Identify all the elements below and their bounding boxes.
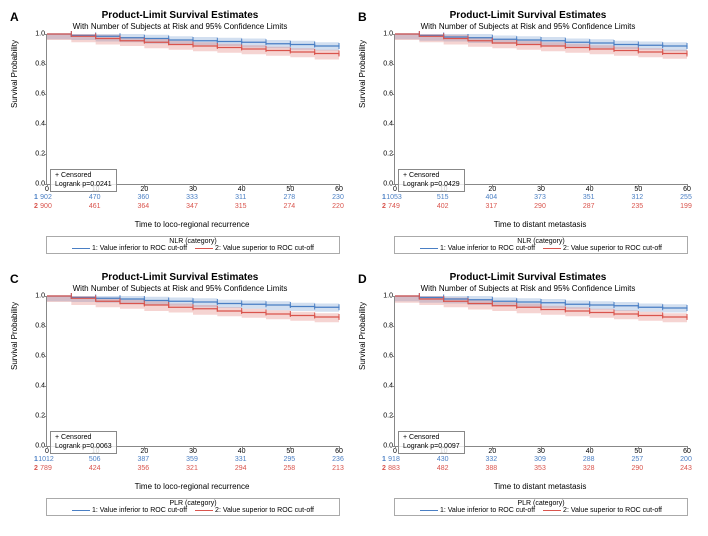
censored-label: + Censored (55, 172, 112, 180)
legend-title: NLR (category) (395, 238, 687, 245)
x-axis-label: Time to loco-regional recurrence (46, 482, 338, 491)
panel-label: D (358, 272, 367, 286)
panel-label: B (358, 10, 367, 24)
y-axis-label: Survival Probability (10, 302, 19, 370)
chart-subtitle: With Number of Subjects at Risk and 95% … (356, 284, 700, 293)
legend-item-1: 1: Value inferior to ROC cut-off (72, 507, 187, 514)
chart-title: Product-Limit Survival Estimates (356, 10, 700, 21)
logrank-value: Logrank p=0.0241 (55, 181, 112, 189)
legend: PLR (category) 1: Value inferior to ROC … (394, 498, 688, 516)
chart-title: Product-Limit Survival Estimates (8, 10, 352, 21)
stats-box: + Censored Logrank p=0.0429 (398, 169, 465, 192)
legend-item-2: 2: Value superior to ROC cut-off (543, 507, 662, 514)
chart-subtitle: With Number of Subjects at Risk and 95% … (8, 22, 352, 31)
plot-area: 0.00.20.40.60.81.00102030405060 (46, 34, 339, 185)
panel-a: A Product-Limit Survival Estimates With … (8, 8, 352, 266)
chart-subtitle: With Number of Subjects at Risk and 95% … (356, 22, 700, 31)
legend-title: NLR (category) (47, 238, 339, 245)
plot-area: 0.00.20.40.60.81.00102030405060 (394, 296, 687, 447)
legend-title: PLR (category) (47, 500, 339, 507)
censored-label: + Censored (403, 172, 460, 180)
legend-title: PLR (category) (395, 500, 687, 507)
chart-title: Product-Limit Survival Estimates (356, 272, 700, 283)
x-axis-label: Time to distant metastasis (394, 482, 686, 491)
legend-item-1: 1: Value inferior to ROC cut-off (420, 245, 535, 252)
legend-item-1: 1: Value inferior to ROC cut-off (420, 507, 535, 514)
panel-d: D Product-Limit Survival Estimates With … (356, 270, 700, 528)
chart-subtitle: With Number of Subjects at Risk and 95% … (8, 284, 352, 293)
logrank-value: Logrank p=0.0429 (403, 181, 460, 189)
stats-box: + Censored Logrank p=0.0097 (398, 431, 465, 454)
logrank-value: Logrank p=0.0063 (55, 443, 112, 451)
censored-label: + Censored (403, 434, 460, 442)
survival-svg (395, 296, 687, 446)
plot-area: 0.00.20.40.60.81.00102030405060 (46, 296, 339, 447)
legend: NLR (category) 1: Value inferior to ROC … (46, 236, 340, 254)
chart-title: Product-Limit Survival Estimates (8, 272, 352, 283)
logrank-value: Logrank p=0.0097 (403, 443, 460, 451)
panel-b: B Product-Limit Survival Estimates With … (356, 8, 700, 266)
y-axis-label: Survival Probability (358, 302, 367, 370)
chart-grid: A Product-Limit Survival Estimates With … (8, 8, 700, 528)
legend-item-2: 2: Value superior to ROC cut-off (195, 507, 314, 514)
legend: PLR (category) 1: Value inferior to ROC … (46, 498, 340, 516)
stats-box: + Censored Logrank p=0.0063 (50, 431, 117, 454)
x-axis-label: Time to loco-regional recurrence (46, 220, 338, 229)
y-axis-label: Survival Probability (358, 40, 367, 108)
panel-label: C (10, 272, 19, 286)
panel-c: C Product-Limit Survival Estimates With … (8, 270, 352, 528)
plot-area: 0.00.20.40.60.81.00102030405060 (394, 34, 687, 185)
x-axis-label: Time to distant metastasis (394, 220, 686, 229)
survival-svg (395, 34, 687, 184)
survival-svg (47, 296, 339, 446)
legend-item-2: 2: Value superior to ROC cut-off (195, 245, 314, 252)
legend-item-2: 2: Value superior to ROC cut-off (543, 245, 662, 252)
stats-box: + Censored Logrank p=0.0241 (50, 169, 117, 192)
censored-label: + Censored (55, 434, 112, 442)
legend-item-1: 1: Value inferior to ROC cut-off (72, 245, 187, 252)
panel-label: A (10, 10, 19, 24)
survival-svg (47, 34, 339, 184)
legend: NLR (category) 1: Value inferior to ROC … (394, 236, 688, 254)
y-axis-label: Survival Probability (10, 40, 19, 108)
